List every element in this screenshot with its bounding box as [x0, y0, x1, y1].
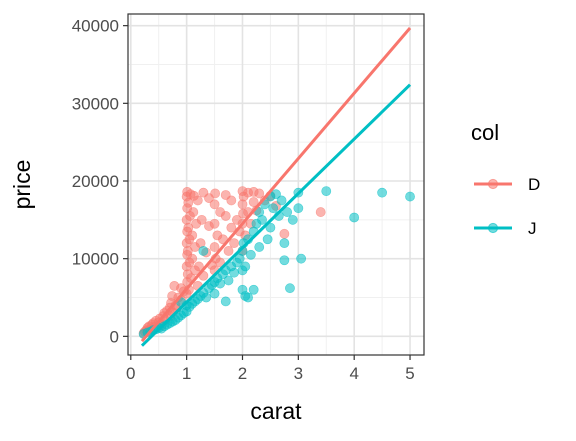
data-point-J	[201, 292, 212, 303]
data-point-D	[220, 211, 231, 221]
axis-layer: 0 1 2 3 4 5 0 10000 20000 30000 40000	[72, 17, 415, 383]
legend-label-J: J	[528, 219, 537, 238]
data-point-D	[192, 195, 203, 206]
y-tick-label: 10000	[72, 250, 119, 269]
data-point-J	[279, 238, 290, 249]
legend-keys: DJ	[474, 175, 540, 238]
data-point-J	[293, 203, 304, 214]
data-point-D	[229, 238, 240, 249]
fit-lines-layer	[140, 27, 412, 347]
data-point-J	[229, 267, 240, 278]
y-tick-label: 30000	[72, 94, 119, 113]
x-tick-label: 1	[182, 364, 191, 383]
data-point-J	[279, 255, 290, 266]
x-tick-label: 4	[349, 364, 358, 383]
data-point-D	[279, 228, 290, 239]
data-point-D	[183, 222, 194, 233]
data-point-J	[268, 203, 279, 214]
data-point-J	[349, 212, 360, 223]
data-point-J	[271, 189, 281, 200]
fit-line-J	[140, 83, 412, 347]
data-point-D	[187, 253, 198, 264]
data-point-D	[194, 261, 204, 272]
data-point-J	[245, 249, 256, 260]
x-tick-label: 3	[294, 364, 303, 383]
data-point-J	[287, 214, 298, 225]
data-point-J	[215, 278, 226, 289]
data-point-D	[188, 207, 199, 217]
data-point-J	[405, 191, 415, 202]
data-point-J	[282, 207, 293, 217]
legend: col DJ	[471, 120, 540, 238]
data-point-D	[315, 207, 326, 217]
data-point-D	[209, 199, 220, 210]
data-point-D	[226, 195, 237, 206]
y-tick-label: 40000	[72, 17, 119, 36]
data-point-D	[210, 188, 221, 199]
legend-title: col	[471, 120, 499, 145]
y-tick-label: 20000	[72, 172, 119, 191]
data-point-J	[240, 291, 251, 301]
data-point-J	[262, 234, 273, 245]
data-point-D	[209, 218, 220, 229]
data-point-D	[215, 257, 226, 268]
data-point-J	[257, 214, 267, 225]
panel-border	[127, 13, 425, 356]
data-point-D	[254, 188, 265, 199]
data-point-D	[209, 242, 220, 252]
x-tick-label: 5	[405, 364, 414, 383]
data-point-J	[254, 242, 265, 252]
x-tick-label: 0	[126, 364, 135, 383]
data-point-J	[276, 195, 287, 206]
data-point-J	[285, 283, 295, 294]
data-point-D	[187, 230, 198, 241]
data-point-J	[223, 275, 234, 286]
data-point-J	[265, 222, 276, 233]
y-axis-title: price	[9, 160, 35, 210]
fit-line-D	[140, 27, 412, 343]
data-point-D	[223, 246, 234, 256]
legend-key-point-D	[487, 178, 499, 190]
x-axis-title: carat	[250, 398, 302, 424]
data-point-J	[321, 186, 332, 197]
data-point-D	[196, 214, 207, 225]
data-point-J	[248, 284, 259, 295]
y-tick-label: 0	[110, 327, 119, 346]
data-point-J	[240, 261, 251, 272]
legend-label-D: D	[528, 175, 540, 194]
data-point-J	[377, 187, 388, 198]
data-point-D	[226, 222, 237, 233]
legend-key-point-J	[487, 222, 499, 234]
data-point-J	[198, 246, 209, 256]
x-tick-label: 2	[238, 364, 247, 383]
data-point-J	[209, 288, 220, 299]
data-point-J	[220, 296, 231, 307]
data-point-J	[296, 253, 307, 264]
